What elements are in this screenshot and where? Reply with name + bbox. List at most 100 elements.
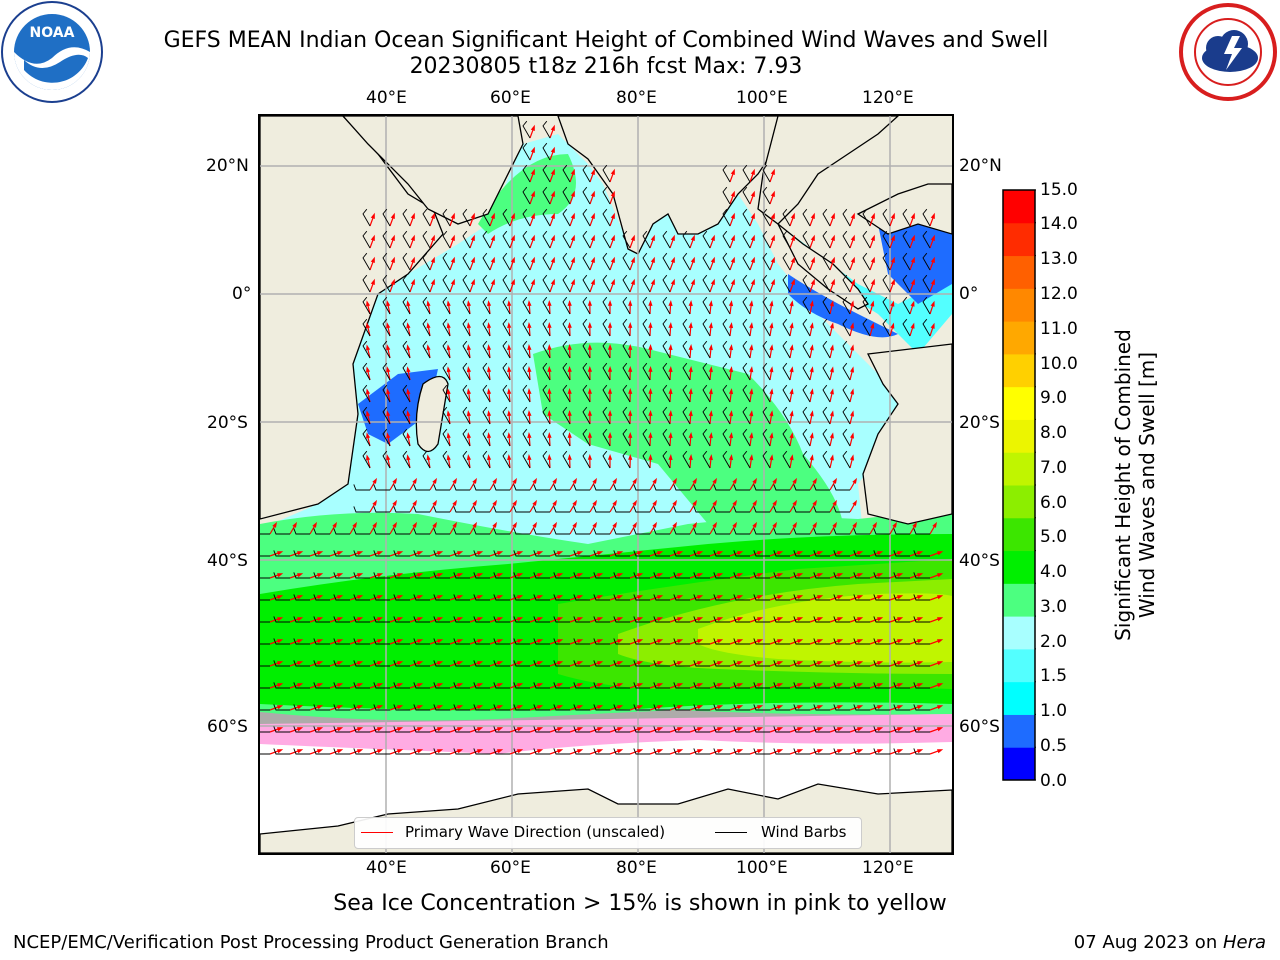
wave-direction-arrowhead bbox=[317, 595, 324, 600]
wind-barb bbox=[833, 572, 850, 579]
wave-direction-arrowhead bbox=[809, 322, 814, 329]
wave-direction-arrowhead bbox=[728, 366, 734, 373]
wave-direction-arrowhead bbox=[677, 727, 684, 732]
wind-barb bbox=[333, 528, 350, 535]
wind-barb bbox=[422, 252, 431, 271]
wave-direction-arrowhead bbox=[437, 639, 444, 644]
wind-barb bbox=[260, 599, 270, 601]
wind-barb bbox=[862, 296, 871, 315]
wave-direction-arrowhead bbox=[697, 551, 704, 556]
wave-direction-arrowhead bbox=[897, 683, 904, 688]
wave-direction-arrowhead bbox=[890, 256, 895, 263]
wind-barb bbox=[922, 296, 931, 315]
wave-direction-arrowhead bbox=[597, 661, 604, 666]
wave-direction-arrowhead bbox=[717, 683, 724, 688]
colorbar-label: 1.0 bbox=[1040, 701, 1068, 721]
wind-barb bbox=[753, 660, 770, 667]
wave-direction-arrowhead bbox=[817, 727, 824, 732]
wave-direction-arrowhead bbox=[497, 551, 504, 556]
wind-barb bbox=[802, 318, 811, 337]
colorbar-segment bbox=[1003, 485, 1035, 519]
wave-direction-arrowhead bbox=[717, 705, 724, 710]
wind-barb bbox=[653, 660, 670, 667]
wave-direction-arrowhead bbox=[688, 410, 693, 416]
wind-barb bbox=[553, 528, 570, 535]
wave-direction-arrowhead bbox=[712, 521, 717, 528]
wave-direction-arrowhead bbox=[492, 477, 497, 484]
wave-direction-arrowhead bbox=[870, 322, 875, 329]
wave-direction-arrowhead bbox=[527, 432, 532, 438]
wind-barb bbox=[533, 594, 550, 601]
wind-barb bbox=[562, 450, 571, 469]
wind-barb bbox=[633, 528, 650, 535]
wind-barb bbox=[633, 572, 650, 579]
wind-barb bbox=[553, 682, 570, 689]
right-lat-label-20s: 20°S bbox=[959, 413, 1000, 433]
wind-barb bbox=[433, 748, 450, 755]
wave-direction-arrowhead bbox=[897, 727, 904, 732]
wave-direction-arrowhead bbox=[652, 477, 657, 484]
wind-barb bbox=[862, 230, 871, 249]
wind-barb bbox=[613, 572, 630, 579]
wave-direction-arrowhead bbox=[607, 344, 613, 350]
wave-direction-arrowhead bbox=[930, 300, 935, 307]
wave-direction-arrowhead bbox=[517, 595, 524, 600]
wind-barb bbox=[502, 274, 511, 293]
wind-barb bbox=[562, 296, 571, 315]
wind-barb bbox=[582, 186, 591, 205]
wind-barb bbox=[602, 362, 611, 381]
wind-barb bbox=[662, 406, 671, 425]
wave-direction-arrowhead bbox=[570, 256, 575, 263]
wind-barb bbox=[482, 252, 491, 271]
wave-direction-arrowhead bbox=[697, 749, 704, 754]
wind-barb bbox=[313, 550, 330, 557]
wind-barb bbox=[822, 428, 831, 447]
wave-direction-arrowhead bbox=[650, 278, 655, 285]
wind-barb bbox=[713, 616, 730, 623]
wave-direction-arrowhead bbox=[837, 573, 844, 578]
wind-barb bbox=[562, 340, 571, 359]
wave-direction-arrowhead bbox=[412, 499, 417, 506]
wave-direction-arrowhead bbox=[829, 366, 834, 373]
wind-barb bbox=[682, 384, 691, 403]
wave-direction-arrowhead bbox=[466, 344, 471, 351]
mozambique-channel-zone bbox=[358, 369, 438, 444]
wind-barb bbox=[542, 428, 551, 447]
wind-barb bbox=[582, 450, 591, 469]
wave-direction-arrowhead bbox=[572, 521, 577, 528]
wave-direction-arrowhead bbox=[437, 595, 444, 600]
wave-direction-arrowhead bbox=[557, 705, 564, 710]
wave-direction-arrowhead bbox=[937, 639, 944, 644]
wave-direction-arrowhead bbox=[607, 388, 613, 394]
wind-barb bbox=[722, 230, 731, 249]
wave-direction-arrowhead bbox=[450, 212, 455, 219]
wave-direction-arrowhead bbox=[466, 432, 471, 439]
wind-barb bbox=[753, 594, 770, 601]
wind-barb bbox=[582, 384, 591, 403]
wind-barb bbox=[862, 274, 871, 293]
top-lon-label-100e: 100°E bbox=[736, 88, 788, 108]
wind-barb bbox=[673, 528, 690, 535]
wave-direction-arrowhead bbox=[547, 344, 552, 350]
wave-direction-arrowhead bbox=[617, 617, 624, 622]
wave-direction-arrowhead bbox=[829, 322, 834, 329]
wave-direction-arrowhead bbox=[557, 639, 564, 644]
wave-direction-arrowhead bbox=[632, 521, 637, 528]
wind-barb bbox=[522, 164, 531, 183]
wind-barb bbox=[742, 274, 751, 293]
wind-barb bbox=[773, 594, 790, 601]
wind-barb bbox=[722, 340, 731, 359]
wave-direction-arrowhead bbox=[917, 595, 924, 600]
wind-barb bbox=[802, 384, 811, 403]
wind-barb bbox=[873, 572, 890, 579]
wave-direction-arrowhead bbox=[670, 278, 675, 285]
wind-barb bbox=[293, 660, 310, 667]
wave-direction-arrowhead bbox=[490, 278, 495, 285]
colorbar-label: 6.0 bbox=[1040, 493, 1068, 513]
wave-direction-arrowhead bbox=[732, 521, 737, 528]
wind-barb bbox=[762, 318, 771, 337]
wave-direction-arrowhead bbox=[372, 477, 377, 484]
wind-barb bbox=[833, 506, 850, 513]
wind-barb bbox=[502, 406, 511, 425]
wind-barb bbox=[782, 208, 791, 227]
